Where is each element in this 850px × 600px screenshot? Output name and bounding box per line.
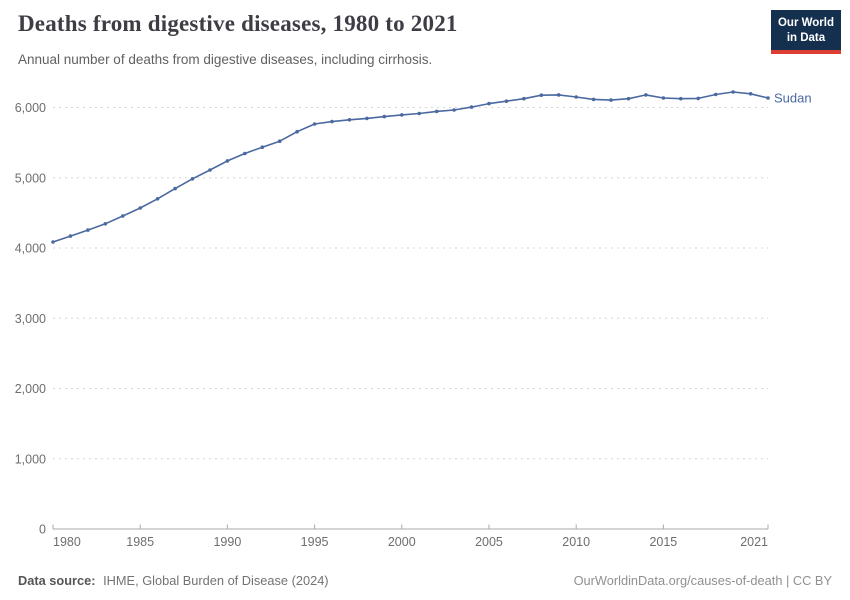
chart-subtitle: Annual number of deaths from digestive d… (18, 52, 433, 67)
data-point[interactable] (173, 186, 177, 191)
data-point[interactable] (347, 118, 352, 122)
data-point[interactable] (260, 145, 265, 149)
data-point[interactable] (295, 129, 299, 134)
chart-title: Deaths from digestive diseases, 1980 to … (18, 11, 458, 36)
data-point[interactable] (417, 111, 422, 116)
x-axis-tick-label: 2005 (475, 535, 503, 549)
owid-logo-line1: Our World (777, 17, 834, 29)
data-point[interactable] (155, 197, 160, 201)
chart-footer: Data source: IHME, Global Burden of Dise… (18, 573, 832, 588)
data-point[interactable] (626, 96, 631, 101)
x-axis-tick-label: 1985 (126, 535, 154, 549)
series-entity-label[interactable]: Sudan (774, 91, 812, 106)
data-point[interactable] (225, 159, 230, 163)
data-point[interactable] (696, 96, 700, 101)
data-point[interactable] (86, 228, 90, 232)
y-axis-tick-label: 1,000 (15, 452, 46, 466)
y-axis-tick-label: 0 (39, 523, 46, 537)
data-source-line: Data source: IHME, Global Burden of Dise… (18, 573, 329, 588)
owid-logo-line2: in Data (786, 31, 826, 44)
y-axis-tick-label: 5,000 (15, 171, 46, 185)
data-point[interactable] (103, 222, 108, 226)
y-axis-tick-label: 6,000 (15, 101, 46, 115)
data-point[interactable] (731, 90, 735, 94)
data-point[interactable] (679, 96, 683, 101)
data-point[interactable] (539, 93, 544, 97)
data-point[interactable] (504, 99, 509, 103)
data-point[interactable] (190, 177, 195, 181)
data-point[interactable] (382, 114, 387, 119)
data-point[interactable] (277, 139, 282, 143)
data-point[interactable] (609, 98, 613, 102)
data-point[interactable] (312, 122, 317, 126)
x-axis-tick-label: 2000 (388, 535, 416, 549)
data-source-label: Data source: (18, 573, 96, 588)
data-point[interactable] (243, 151, 247, 156)
data-point[interactable] (51, 240, 55, 244)
data-point[interactable] (68, 234, 73, 238)
y-axis-tick-label: 4,000 (15, 242, 46, 256)
data-point[interactable] (469, 105, 474, 109)
y-axis-tick-label: 3,000 (15, 312, 46, 326)
data-point[interactable] (661, 96, 666, 100)
x-axis-tick-label: 1995 (301, 535, 329, 549)
data-point[interactable] (434, 109, 439, 114)
data-point[interactable] (644, 93, 648, 97)
series-line-sudan[interactable] (52, 91, 769, 243)
data-point[interactable] (452, 108, 456, 112)
x-axis-tick-label: 2015 (649, 535, 677, 549)
data-point[interactable] (487, 101, 491, 106)
data-point[interactable] (591, 97, 596, 102)
x-axis-tick-label: 1990 (213, 535, 241, 549)
x-axis-tick-label: 1980 (53, 535, 81, 549)
data-point[interactable] (400, 113, 404, 117)
data-point[interactable] (138, 206, 142, 210)
data-point[interactable] (574, 95, 578, 99)
x-axis-tick-label: 2010 (562, 535, 590, 549)
y-axis-tick-label: 2,000 (15, 382, 46, 396)
data-point[interactable] (713, 92, 718, 97)
data-point[interactable] (748, 92, 753, 96)
credit-link[interactable]: OurWorldinData.org/causes-of-death | CC … (573, 573, 832, 588)
data-point[interactable] (330, 119, 334, 124)
data-point[interactable] (208, 168, 212, 172)
data-point[interactable] (365, 116, 369, 121)
data-point[interactable] (766, 96, 770, 100)
owid-logo[interactable]: Our World in Data (770, 10, 841, 54)
data-source-value: IHME, Global Burden of Disease (2024) (103, 573, 329, 588)
data-point[interactable] (522, 96, 526, 101)
data-point[interactable] (121, 214, 125, 218)
x-axis-tick-label: 2021 (740, 535, 768, 549)
data-point[interactable] (556, 93, 561, 97)
